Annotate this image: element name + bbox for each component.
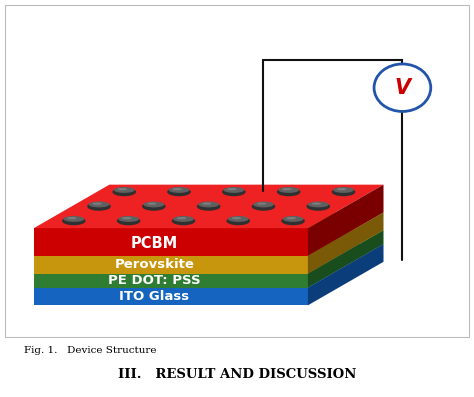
Text: ITO Glass: ITO Glass [119, 290, 190, 303]
Ellipse shape [147, 202, 156, 205]
Ellipse shape [277, 187, 301, 196]
Ellipse shape [167, 187, 191, 196]
Ellipse shape [67, 217, 77, 219]
Polygon shape [34, 212, 383, 256]
Ellipse shape [286, 217, 296, 219]
Ellipse shape [222, 187, 246, 196]
Text: V: V [394, 78, 410, 98]
Polygon shape [308, 244, 383, 305]
Text: PCBM: PCBM [131, 236, 178, 251]
Circle shape [374, 64, 431, 112]
Ellipse shape [173, 216, 194, 222]
Ellipse shape [92, 202, 102, 205]
Text: Fig. 1.   Device Structure: Fig. 1. Device Structure [24, 346, 157, 355]
Ellipse shape [278, 187, 299, 193]
Ellipse shape [89, 201, 109, 207]
Polygon shape [308, 230, 383, 287]
Ellipse shape [144, 201, 164, 207]
Polygon shape [34, 185, 383, 228]
Ellipse shape [308, 201, 328, 207]
Ellipse shape [173, 188, 182, 190]
Text: Perovskite: Perovskite [114, 258, 194, 271]
Ellipse shape [337, 188, 346, 190]
Ellipse shape [177, 217, 186, 219]
Ellipse shape [142, 202, 165, 211]
Polygon shape [34, 230, 383, 274]
Ellipse shape [118, 188, 127, 190]
Ellipse shape [252, 202, 275, 211]
Ellipse shape [197, 202, 220, 211]
Ellipse shape [312, 202, 321, 205]
Ellipse shape [114, 187, 135, 193]
Ellipse shape [283, 216, 303, 222]
Polygon shape [34, 256, 308, 274]
Polygon shape [308, 185, 383, 256]
Polygon shape [34, 287, 308, 305]
Polygon shape [34, 274, 308, 287]
Ellipse shape [118, 216, 139, 222]
Ellipse shape [253, 201, 274, 207]
Ellipse shape [281, 217, 305, 225]
Ellipse shape [307, 202, 330, 211]
Ellipse shape [169, 187, 190, 193]
Ellipse shape [122, 217, 131, 219]
Text: III.   RESULT AND DISCUSSION: III. RESULT AND DISCUSSION [118, 368, 356, 381]
Ellipse shape [117, 217, 140, 225]
Ellipse shape [87, 202, 111, 211]
Ellipse shape [112, 187, 136, 196]
Ellipse shape [282, 188, 292, 190]
Ellipse shape [227, 217, 250, 225]
Ellipse shape [172, 217, 195, 225]
Ellipse shape [333, 187, 354, 193]
Ellipse shape [227, 188, 237, 190]
Polygon shape [34, 244, 383, 287]
Ellipse shape [332, 187, 356, 196]
Ellipse shape [62, 217, 86, 225]
Ellipse shape [64, 216, 84, 222]
Ellipse shape [198, 201, 219, 207]
Ellipse shape [257, 202, 266, 205]
Ellipse shape [223, 187, 244, 193]
Text: PE DOT: PSS: PE DOT: PSS [108, 274, 201, 287]
Polygon shape [308, 212, 383, 274]
Ellipse shape [232, 217, 241, 219]
Ellipse shape [202, 202, 211, 205]
Polygon shape [34, 228, 308, 256]
Ellipse shape [228, 216, 249, 222]
